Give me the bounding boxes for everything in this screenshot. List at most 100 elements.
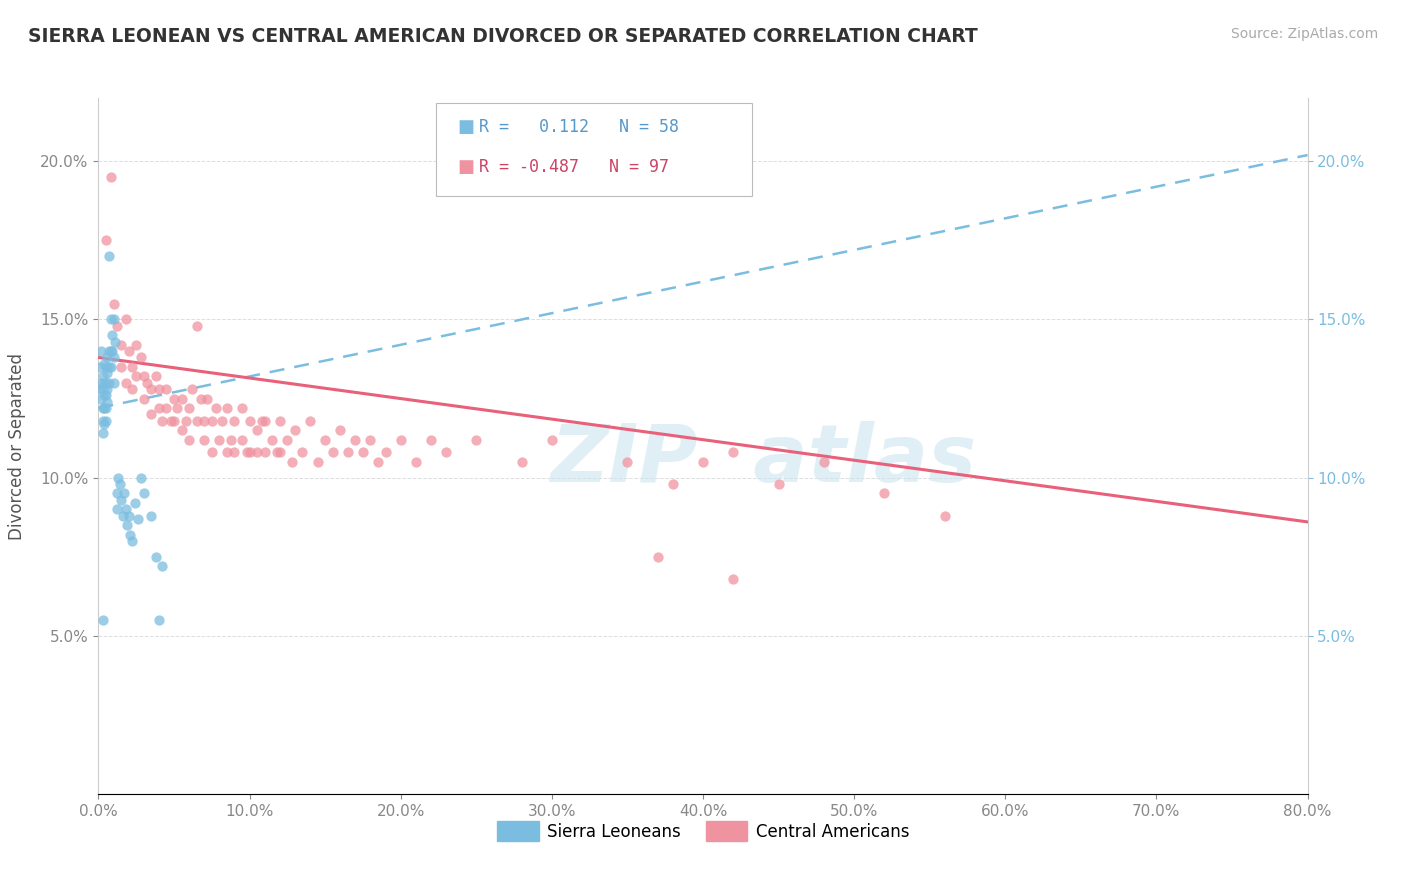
Point: [768, 477, 790, 491]
Point: [98, 249, 121, 263]
Point: [647, 549, 669, 564]
Point: [112, 486, 135, 500]
Point: [90, 392, 112, 406]
Point: [179, 433, 201, 447]
Point: [616, 455, 638, 469]
Point: [269, 445, 291, 459]
Text: SIERRA LEONEAN VS CENTRAL AMERICAN DIVORCED OR SEPARATED CORRELATION CHART: SIERRA LEONEAN VS CENTRAL AMERICAN DIVOR…: [28, 27, 977, 45]
Point: [125, 338, 148, 352]
Point: [111, 508, 134, 523]
Point: [163, 414, 186, 428]
Point: [723, 572, 745, 586]
Point: [269, 414, 291, 428]
Point: [389, 433, 412, 447]
Point: [170, 423, 193, 437]
Point: [510, 455, 533, 469]
Point: [96, 382, 118, 396]
Point: [186, 414, 208, 428]
Text: Source: ZipAtlas.com: Source: ZipAtlas.com: [1230, 27, 1378, 41]
Point: [98, 376, 121, 390]
Point: [91, 613, 114, 627]
Point: [141, 508, 163, 523]
Point: [132, 486, 155, 500]
Point: [148, 401, 170, 415]
Point: [420, 433, 443, 447]
Point: [224, 445, 246, 459]
Point: [360, 433, 382, 447]
Point: [813, 455, 835, 469]
Point: [208, 433, 231, 447]
Point: [163, 392, 186, 406]
Point: [103, 351, 125, 365]
Point: [121, 382, 143, 396]
Point: [307, 455, 329, 469]
Point: [193, 433, 215, 447]
Point: [89, 359, 111, 374]
Point: [174, 414, 197, 428]
Point: [114, 502, 136, 516]
Point: [201, 414, 224, 428]
Point: [276, 433, 298, 447]
Point: [284, 423, 307, 437]
Point: [94, 388, 117, 402]
Point: [221, 433, 243, 447]
Point: [291, 445, 314, 459]
Point: [299, 414, 322, 428]
Point: [322, 445, 344, 459]
Point: [115, 518, 138, 533]
Point: [94, 401, 117, 415]
Y-axis label: Divorced or Separated: Divorced or Separated: [8, 352, 27, 540]
Point: [91, 401, 114, 415]
Point: [166, 401, 188, 415]
Point: [215, 401, 238, 415]
Point: [91, 382, 114, 396]
Point: [723, 445, 745, 459]
Point: [132, 369, 155, 384]
Point: [231, 433, 253, 447]
Point: [155, 382, 177, 396]
Point: [89, 382, 111, 396]
Point: [181, 382, 204, 396]
Point: [91, 369, 114, 384]
Point: [103, 376, 125, 390]
Point: [129, 351, 152, 365]
Point: [93, 357, 115, 371]
Point: [344, 433, 367, 447]
Point: [314, 433, 336, 447]
Point: [246, 445, 269, 459]
Text: R = -0.487   N = 97: R = -0.487 N = 97: [479, 158, 669, 176]
Point: [145, 549, 167, 564]
Point: [262, 433, 284, 447]
Point: [160, 414, 183, 428]
Point: [150, 414, 173, 428]
Point: [98, 344, 121, 359]
Point: [105, 318, 128, 333]
Point: [211, 414, 233, 428]
Point: [253, 414, 276, 428]
Legend: Sierra Leoneans, Central Americans: Sierra Leoneans, Central Americans: [491, 814, 915, 848]
Point: [465, 433, 488, 447]
Point: [329, 423, 352, 437]
Point: [91, 414, 114, 428]
Point: [100, 312, 122, 326]
Text: ZIP  atlas: ZIP atlas: [550, 421, 977, 499]
Point: [367, 455, 389, 469]
Point: [93, 417, 115, 431]
Point: [96, 351, 118, 365]
Point: [101, 328, 124, 343]
Point: [93, 388, 115, 402]
Point: [141, 382, 163, 396]
Point: [90, 376, 112, 390]
Point: [107, 470, 129, 484]
Point: [352, 445, 374, 459]
Point: [94, 376, 117, 390]
Point: [145, 369, 167, 384]
Point: [118, 344, 141, 359]
Point: [281, 455, 304, 469]
Point: [873, 486, 896, 500]
Point: [250, 414, 273, 428]
Point: [100, 170, 122, 185]
Point: [98, 359, 121, 374]
Point: [934, 508, 956, 523]
Point: [374, 445, 396, 459]
